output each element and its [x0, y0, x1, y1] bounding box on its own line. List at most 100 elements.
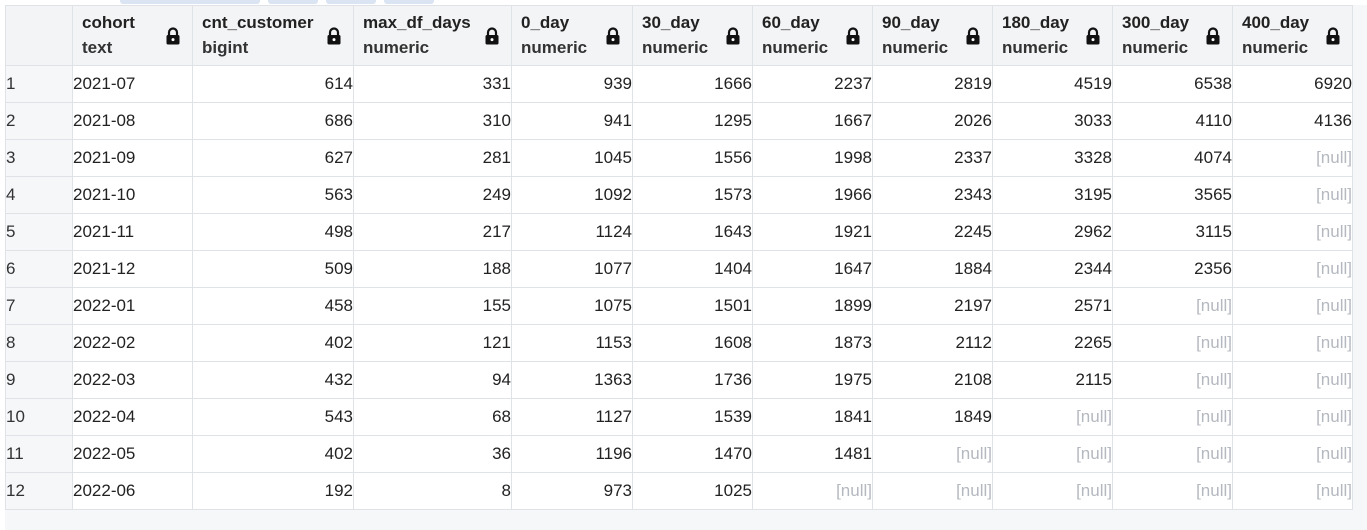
table-cell[interactable]: 192: [192, 472, 354, 510]
table-cell[interactable]: 2022-06: [72, 472, 193, 510]
table-cell[interactable]: 1363: [511, 361, 633, 399]
table-cell[interactable]: 2344: [992, 250, 1113, 288]
table-row[interactable]: 9 2022-03 432 94 1363 1736 1975 2108 2115 [null][…: [5, 361, 1353, 399]
table-cell[interactable]: 2819: [872, 65, 993, 103]
table-row[interactable]: 7 2022-01 458 155 1075 1501 1899 2197 2571 [null]…: [5, 287, 1353, 325]
table-cell[interactable]: 402: [192, 324, 354, 362]
table-cell[interactable]: 2112: [872, 324, 993, 362]
table-cell[interactable]: 6538: [1112, 65, 1233, 103]
table-cell[interactable]: 941: [511, 102, 633, 140]
row-number[interactable]: 1: [5, 65, 73, 103]
table-cell[interactable]: 188: [353, 250, 512, 288]
table-cell[interactable]: 3195: [992, 176, 1113, 214]
table-cell[interactable]: 36: [353, 435, 512, 473]
null-cell[interactable]: [null]: [1112, 472, 1233, 510]
row-number[interactable]: 8: [5, 324, 73, 362]
column-header-180-day[interactable]: 180_day numeric: [992, 5, 1113, 66]
table-row[interactable]: 3 2021-09 627 281 1045 1556 1998 2337 3328 4074 [n…: [5, 139, 1353, 177]
table-cell[interactable]: 6920: [1232, 65, 1353, 103]
table-cell[interactable]: 2026: [872, 102, 993, 140]
null-cell[interactable]: [null]: [1232, 324, 1353, 362]
table-cell[interactable]: 2237: [752, 65, 873, 103]
table-row[interactable]: 2 2021-08 686 310 941 1295 1667 2026 3033 4110 413…: [5, 102, 1353, 140]
table-cell[interactable]: 2021-11: [72, 213, 193, 251]
null-cell[interactable]: [null]: [872, 472, 993, 510]
row-number[interactable]: 12: [5, 472, 73, 510]
table-row[interactable]: 8 2022-02 402 121 1153 1608 1873 2112 2265 [null]…: [5, 324, 1353, 362]
column-header-90-day[interactable]: 90_day numeric: [872, 5, 993, 66]
row-number[interactable]: 7: [5, 287, 73, 325]
table-cell[interactable]: 310: [353, 102, 512, 140]
null-cell[interactable]: [null]: [1232, 361, 1353, 399]
row-number-header[interactable]: [5, 5, 73, 66]
table-cell[interactable]: 4136: [1232, 102, 1353, 140]
table-cell[interactable]: 1539: [632, 398, 753, 436]
null-cell[interactable]: [null]: [1232, 250, 1353, 288]
table-cell[interactable]: 217: [353, 213, 512, 251]
table-cell[interactable]: 1841: [752, 398, 873, 436]
null-cell[interactable]: [null]: [992, 435, 1113, 473]
table-cell[interactable]: 1075: [511, 287, 633, 325]
table-cell[interactable]: 686: [192, 102, 354, 140]
null-cell[interactable]: [null]: [992, 472, 1113, 510]
table-cell[interactable]: 3115: [1112, 213, 1233, 251]
table-cell[interactable]: 1667: [752, 102, 873, 140]
table-cell[interactable]: 1045: [511, 139, 633, 177]
table-cell[interactable]: 2022-04: [72, 398, 193, 436]
table-cell[interactable]: 1470: [632, 435, 753, 473]
table-cell[interactable]: 2356: [1112, 250, 1233, 288]
table-cell[interactable]: 2021-10: [72, 176, 193, 214]
table-cell[interactable]: 973: [511, 472, 633, 510]
table-cell[interactable]: 2022-05: [72, 435, 193, 473]
table-cell[interactable]: 4074: [1112, 139, 1233, 177]
column-header-max-df-days[interactable]: max_df_days numeric: [353, 5, 512, 66]
table-cell[interactable]: 331: [353, 65, 512, 103]
table-cell[interactable]: 1573: [632, 176, 753, 214]
table-cell[interactable]: 94: [353, 361, 512, 399]
null-cell[interactable]: [null]: [1232, 213, 1353, 251]
null-cell[interactable]: [null]: [1112, 435, 1233, 473]
table-cell[interactable]: 1404: [632, 250, 753, 288]
table-cell[interactable]: 2571: [992, 287, 1113, 325]
table-cell[interactable]: 1736: [632, 361, 753, 399]
table-cell[interactable]: 563: [192, 176, 354, 214]
table-cell[interactable]: 2108: [872, 361, 993, 399]
table-cell[interactable]: 2021-12: [72, 250, 193, 288]
table-cell[interactable]: 3033: [992, 102, 1113, 140]
null-cell[interactable]: [null]: [1112, 324, 1233, 362]
column-header-0-day[interactable]: 0_day numeric: [511, 5, 633, 66]
table-cell[interactable]: 1998: [752, 139, 873, 177]
table-cell[interactable]: 1501: [632, 287, 753, 325]
null-cell[interactable]: [null]: [1232, 176, 1353, 214]
table-cell[interactable]: 2343: [872, 176, 993, 214]
table-cell[interactable]: 1884: [872, 250, 993, 288]
table-row[interactable]: 1 2021-07 614 331 939 1666 2237 2819 4519 6538 692…: [5, 65, 1353, 103]
column-header-60-day[interactable]: 60_day numeric: [752, 5, 873, 66]
table-cell[interactable]: 281: [353, 139, 512, 177]
null-cell[interactable]: [null]: [1232, 139, 1353, 177]
column-header-300-day[interactable]: 300_day numeric: [1112, 5, 1233, 66]
row-number[interactable]: 4: [5, 176, 73, 214]
table-cell[interactable]: 1196: [511, 435, 633, 473]
table-cell[interactable]: 1647: [752, 250, 873, 288]
table-cell[interactable]: 68: [353, 398, 512, 436]
table-cell[interactable]: 2115: [992, 361, 1113, 399]
table-cell[interactable]: 458: [192, 287, 354, 325]
table-cell[interactable]: 8: [353, 472, 512, 510]
row-number[interactable]: 3: [5, 139, 73, 177]
table-cell[interactable]: 4110: [1112, 102, 1233, 140]
table-cell[interactable]: 1556: [632, 139, 753, 177]
table-cell[interactable]: 1124: [511, 213, 633, 251]
null-cell[interactable]: [null]: [1112, 398, 1233, 436]
table-cell[interactable]: 3328: [992, 139, 1113, 177]
table-cell[interactable]: 155: [353, 287, 512, 325]
table-cell[interactable]: 1966: [752, 176, 873, 214]
table-cell[interactable]: 2245: [872, 213, 993, 251]
table-cell[interactable]: 1608: [632, 324, 753, 362]
table-cell[interactable]: 1873: [752, 324, 873, 362]
null-cell[interactable]: [null]: [1112, 287, 1233, 325]
column-header-cnt-customer[interactable]: cnt_customer bigint: [192, 5, 354, 66]
table-cell[interactable]: 2962: [992, 213, 1113, 251]
table-cell[interactable]: 3565: [1112, 176, 1233, 214]
null-cell[interactable]: [null]: [1112, 361, 1233, 399]
